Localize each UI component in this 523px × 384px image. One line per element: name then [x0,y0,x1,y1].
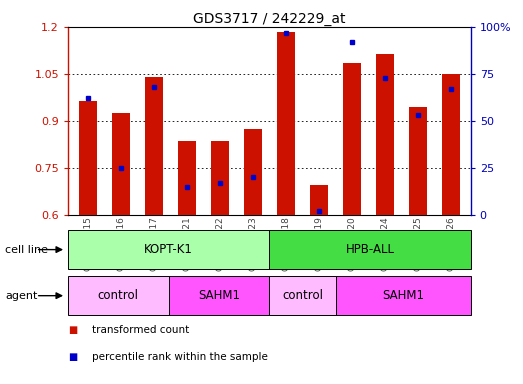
Bar [269,230,471,269]
Bar [168,276,269,315]
Bar [336,276,471,315]
Text: control: control [98,289,139,302]
Text: transformed count: transformed count [92,325,189,335]
Bar [376,53,394,215]
Bar [269,276,336,315]
Bar [79,101,97,215]
Bar [442,74,460,215]
Bar [68,230,269,269]
Text: SAHM1: SAHM1 [383,289,425,302]
Bar [178,141,196,215]
Text: ■: ■ [68,352,77,362]
Bar [211,141,229,215]
Bar [409,107,427,215]
Text: control: control [282,289,323,302]
Text: agent: agent [5,291,38,301]
Bar [244,129,262,215]
Text: SAHM1: SAHM1 [198,289,240,302]
Bar [310,185,328,215]
Text: cell line: cell line [5,245,48,255]
Text: HPB-ALL: HPB-ALL [346,243,394,256]
Text: ■: ■ [68,325,77,335]
Title: GDS3717 / 242229_at: GDS3717 / 242229_at [193,12,346,26]
Bar [343,63,361,215]
Bar [68,276,168,315]
Bar [112,113,130,215]
Bar [277,31,295,215]
Text: KOPT-K1: KOPT-K1 [144,243,193,256]
Text: percentile rank within the sample: percentile rank within the sample [92,352,267,362]
Bar [145,77,163,215]
